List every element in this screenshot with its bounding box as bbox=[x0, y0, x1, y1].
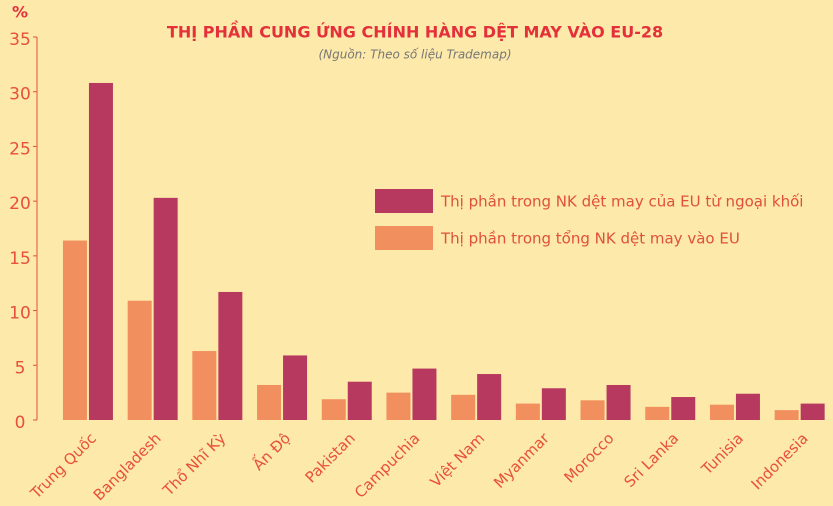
chart-subtitle: (Nguồn: Theo số liệu Trademap) bbox=[318, 48, 511, 62]
bar bbox=[451, 394, 476, 420]
bar bbox=[88, 82, 113, 421]
y-tick-label: 20 bbox=[9, 194, 31, 214]
bar bbox=[218, 291, 243, 420]
bar bbox=[645, 406, 670, 420]
legend-swatch bbox=[375, 189, 433, 213]
bar bbox=[62, 240, 87, 420]
legend-label: Thị phần trong NK dệt may của EU từ ngoạ… bbox=[440, 193, 803, 211]
y-tick-label: 10 bbox=[9, 304, 31, 324]
bar bbox=[192, 351, 217, 420]
y-tick-label: 35 bbox=[9, 30, 31, 50]
bar bbox=[386, 392, 411, 420]
bar bbox=[515, 403, 540, 420]
bar bbox=[321, 399, 346, 420]
y-axis-label: % bbox=[12, 3, 28, 22]
legend-label: Thị phần trong tổng NK dệt may vào EU bbox=[440, 230, 740, 248]
bar bbox=[127, 300, 152, 420]
bar bbox=[735, 393, 760, 420]
y-tick-label: 25 bbox=[9, 139, 31, 159]
y-tick-label: 5 bbox=[15, 358, 26, 378]
bar bbox=[709, 404, 734, 420]
bar bbox=[671, 397, 696, 420]
bar bbox=[347, 381, 372, 420]
bar bbox=[606, 384, 631, 420]
bar bbox=[257, 384, 282, 420]
y-tick-label: 0 bbox=[15, 413, 26, 433]
legend-swatch bbox=[375, 226, 433, 250]
bar bbox=[774, 410, 799, 420]
bar bbox=[800, 403, 825, 420]
y-tick-label: 15 bbox=[9, 249, 31, 269]
y-tick-label: 30 bbox=[9, 85, 31, 105]
chart-title: THỊ PHẦN CUNG ỨNG CHÍNH HÀNG DỆT MAY VÀO… bbox=[167, 21, 663, 42]
bar bbox=[153, 197, 178, 420]
bar bbox=[477, 374, 502, 420]
bar bbox=[541, 388, 566, 420]
bar bbox=[283, 355, 308, 420]
bar bbox=[580, 400, 605, 420]
bar bbox=[412, 368, 437, 420]
